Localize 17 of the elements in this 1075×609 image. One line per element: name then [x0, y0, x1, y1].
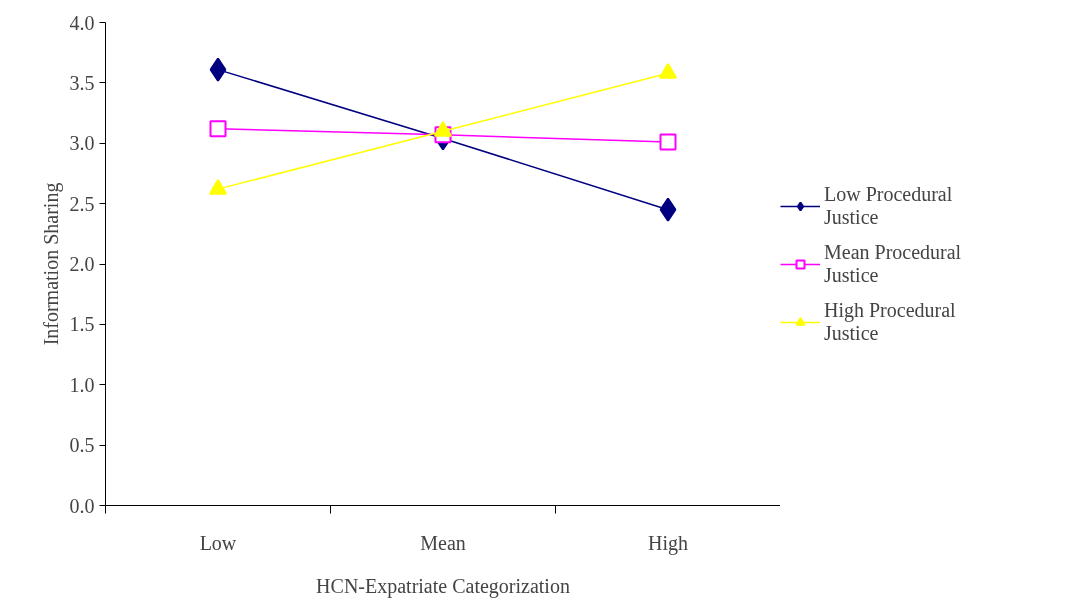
legend-label: Low Procedural Justice	[824, 182, 953, 229]
x-tick-label: Low	[199, 531, 237, 554]
y-tick-label: 1.5	[69, 313, 95, 336]
y-tick-label: 2.0	[69, 253, 95, 275]
y-axis-title: Information Sharing	[39, 182, 63, 346]
x-axis-title: HCN-Expatriate Categorization	[316, 574, 570, 598]
x-tick-label: High	[648, 531, 688, 555]
y-tick-label: 4.0	[69, 11, 95, 34]
y-tick-label: 1.0	[69, 373, 95, 396]
x-tick-label: Mean	[420, 531, 466, 554]
legend-label: Mean Procedural Justice	[824, 240, 962, 287]
y-tick-label: 0.5	[69, 434, 95, 457]
legend-label: High Procedural Justice	[824, 298, 956, 345]
y-tick-label: 3.0	[69, 132, 95, 155]
y-tick-label: 3.5	[69, 71, 95, 94]
y-tick-label: 0.0	[69, 494, 95, 517]
y-tick-label: 2.5	[69, 192, 95, 215]
